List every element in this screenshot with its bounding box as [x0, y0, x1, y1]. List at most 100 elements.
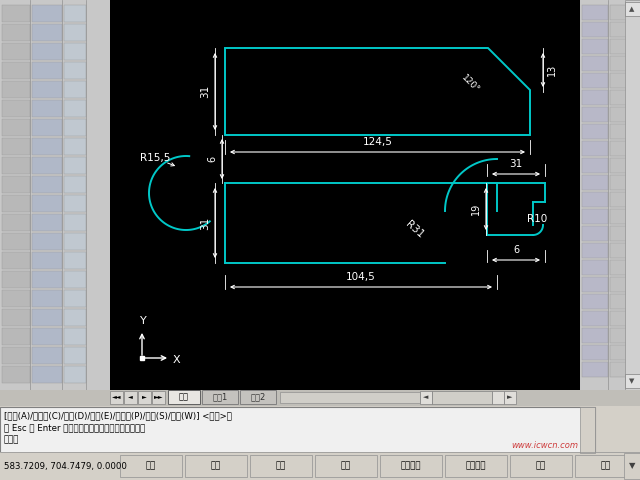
Bar [582, 362, 608, 377]
Bar [124, 391, 137, 404]
Bar [64, 24, 86, 41]
Bar [32, 252, 62, 269]
Bar [610, 22, 636, 37]
Text: 对象追踪: 对象追踪 [466, 461, 486, 470]
Bar [185, 455, 247, 477]
Bar [2, 81, 30, 98]
Bar [250, 455, 312, 477]
Bar [2, 24, 30, 41]
Bar [2, 100, 30, 117]
Bar [610, 5, 636, 20]
Bar [582, 39, 608, 54]
Text: 13: 13 [547, 64, 557, 76]
Text: 极轴: 极轴 [341, 461, 351, 470]
Text: R10: R10 [527, 214, 547, 224]
Bar [610, 192, 636, 207]
Text: 120°: 120° [459, 73, 481, 95]
Bar [445, 455, 507, 477]
Bar [32, 157, 62, 174]
Bar [202, 390, 238, 404]
Text: ►►: ►► [154, 395, 163, 399]
Bar [64, 195, 86, 212]
Bar [32, 62, 62, 79]
Bar [32, 366, 62, 383]
Bar [492, 391, 504, 404]
Bar [582, 226, 608, 241]
Bar [582, 141, 608, 156]
Bar [64, 43, 86, 60]
Text: R31: R31 [404, 219, 426, 240]
Text: ▼: ▼ [629, 378, 635, 384]
Text: ►: ► [142, 395, 147, 399]
Text: ◄: ◄ [128, 395, 133, 399]
Bar [64, 328, 86, 345]
Bar [64, 176, 86, 193]
Bar [32, 138, 62, 155]
Bar [2, 138, 30, 155]
Text: ►: ► [508, 394, 513, 400]
Bar [582, 107, 608, 122]
Bar [32, 24, 62, 41]
Bar [575, 455, 637, 477]
Bar [580, 407, 595, 453]
Bar [64, 290, 86, 307]
Bar [110, 0, 625, 390]
Bar [168, 390, 200, 404]
Bar [582, 243, 608, 258]
Bar [610, 260, 636, 275]
Bar [2, 271, 30, 288]
Bar [582, 73, 608, 88]
Bar [32, 309, 62, 326]
Bar [64, 366, 86, 383]
Text: 19: 19 [471, 203, 481, 215]
Bar [32, 347, 62, 364]
Text: R15,5: R15,5 [140, 153, 170, 163]
Bar [2, 119, 30, 136]
Bar [610, 73, 636, 88]
Bar [2, 62, 30, 79]
Bar [582, 124, 608, 139]
Text: 线宽: 线宽 [536, 461, 546, 470]
Bar [64, 271, 86, 288]
Bar [582, 260, 608, 275]
Bar [610, 328, 636, 343]
Text: 布局2: 布局2 [250, 393, 266, 401]
Bar [2, 43, 30, 60]
Bar [582, 192, 608, 207]
Text: ◄: ◄ [423, 394, 429, 400]
Text: [全部(A)/中心点(C)/动态(D)/范围(E)/上一个(P)/比例(S)/窗口(W)] <实时>：: [全部(A)/中心点(C)/动态(D)/范围(E)/上一个(P)/比例(S)/窗… [4, 411, 232, 420]
Bar [0, 452, 640, 480]
Bar [610, 362, 636, 377]
Text: 命令：: 命令： [4, 435, 19, 444]
Bar [582, 56, 608, 71]
Bar [0, 390, 640, 480]
Bar [32, 214, 62, 231]
Bar [610, 226, 636, 241]
Bar [64, 347, 86, 364]
Bar [610, 141, 636, 156]
Bar [280, 392, 420, 403]
Bar [64, 100, 86, 117]
Bar [32, 176, 62, 193]
Text: Y: Y [140, 316, 147, 326]
Bar [625, 374, 640, 388]
Bar [64, 252, 86, 269]
Bar [0, 390, 640, 406]
Text: 6: 6 [207, 156, 217, 162]
Bar [610, 107, 636, 122]
Bar [0, 407, 595, 453]
Bar [2, 157, 30, 174]
Bar [610, 294, 636, 309]
Bar [610, 39, 636, 54]
Bar [2, 176, 30, 193]
Bar [625, 2, 640, 16]
Bar [580, 0, 640, 395]
Bar [315, 455, 377, 477]
Bar [32, 233, 62, 250]
Bar [582, 311, 608, 326]
Bar [32, 5, 62, 22]
Text: ▼: ▼ [628, 461, 636, 470]
Bar [2, 347, 30, 364]
Bar [380, 455, 442, 477]
Bar [582, 5, 608, 20]
